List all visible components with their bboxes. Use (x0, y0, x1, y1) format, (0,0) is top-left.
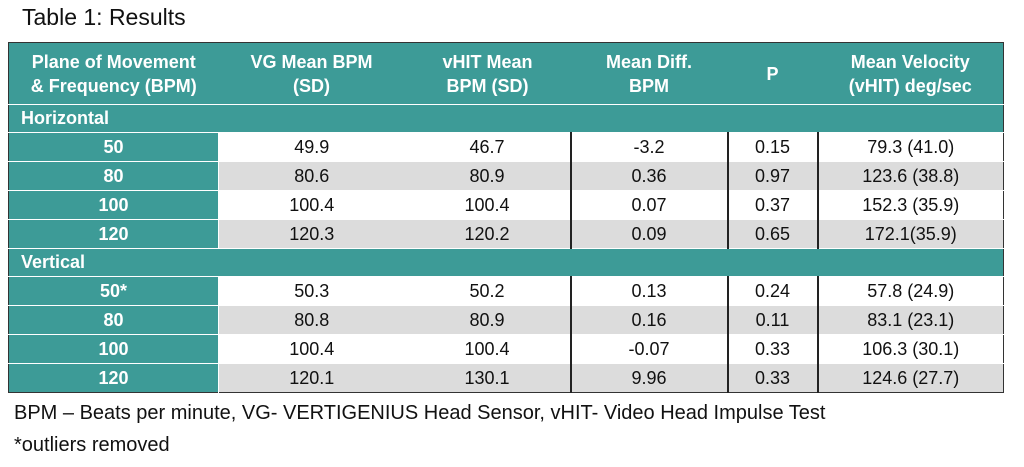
row-label: 100 (8, 334, 219, 364)
header-cell: P (727, 42, 818, 105)
data-row: 120 120.1 130.1 9.96 0.33 124.6 (27.7) (8, 363, 1004, 393)
cell: 9.96 (569, 363, 728, 393)
row-label: 120 (8, 363, 219, 393)
header-cell: vHIT Mean BPM (SD) (404, 42, 571, 105)
cell: 0.33 (726, 334, 818, 364)
data-row: 80 80.8 80.9 0.16 0.11 83.1 (23.1) (8, 305, 1004, 335)
cell: 0.65 (726, 219, 818, 249)
table-title: Table 1: Results (22, 4, 186, 30)
table-body: Horizontal 50 49.9 46.7 -3.2 0.15 79.3 (41.0) 8… (8, 104, 1004, 393)
data-row: 120 120.3 120.2 0.09 0.65 172.1(35.9) (8, 219, 1004, 249)
section-row: Vertical (8, 248, 1004, 277)
cell: 0.36 (569, 161, 728, 191)
cell: 0.24 (726, 276, 818, 306)
cell: 50.2 (404, 276, 571, 306)
cell: 0.09 (569, 219, 728, 249)
cell: 46.7 (404, 132, 571, 162)
cell: 0.15 (726, 132, 818, 162)
section-label: Vertical (8, 248, 1004, 277)
cell: 0.11 (726, 305, 818, 335)
cell: -3.2 (569, 132, 728, 162)
results-table: Plane of Movement & Frequency (BPM) VG Me… (8, 42, 1004, 393)
cell: 0.07 (569, 190, 728, 220)
data-row: 50 49.9 46.7 -3.2 0.15 79.3 (41.0) (8, 132, 1004, 162)
data-row: 80 80.6 80.9 0.36 0.97 123.6 (38.8) (8, 161, 1004, 191)
row-label: 50* (8, 276, 219, 306)
cell: 0.13 (569, 276, 728, 306)
cell: 120.2 (404, 219, 571, 249)
cell: 50.3 (218, 276, 405, 306)
footnote: *outliers removed (14, 434, 170, 456)
cell: 124.6 (27.7) (816, 363, 1004, 393)
cell: 79.3 (41.0) (816, 132, 1004, 162)
row-label: 80 (8, 305, 219, 335)
cell: 80.9 (404, 161, 571, 191)
cell: 123.6 (38.8) (816, 161, 1004, 191)
cell: 100.4 (404, 190, 571, 220)
row-label: 80 (8, 161, 219, 191)
header-cell: Plane of Movement & Frequency (BPM) (8, 42, 219, 105)
footnote: BPM – Beats per minute, VG- VERTIGENIUS … (14, 402, 826, 424)
cell: 0.97 (726, 161, 818, 191)
cell: 83.1 (23.1) (816, 305, 1004, 335)
cell: 100.4 (404, 334, 571, 364)
cell: 80.9 (404, 305, 571, 335)
cell: 80.6 (218, 161, 405, 191)
data-row: 100 100.4 100.4 -0.07 0.33 106.3 (30.1) (8, 334, 1004, 364)
header-row: Plane of Movement & Frequency (BPM) VG Me… (8, 42, 1004, 105)
cell: 57.8 (24.9) (816, 276, 1004, 306)
header-cell: Mean Velocity (vHIT) deg/sec (817, 42, 1004, 105)
cell: 130.1 (404, 363, 571, 393)
cell: 80.8 (218, 305, 405, 335)
cell: 100.4 (218, 190, 405, 220)
cell: 0.37 (726, 190, 818, 220)
header-cell: Mean Diff. BPM (570, 42, 728, 105)
row-label: 50 (8, 132, 219, 162)
cell: 106.3 (30.1) (816, 334, 1004, 364)
data-row: 50* 50.3 50.2 0.13 0.24 57.8 (24.9) (8, 276, 1004, 306)
row-label: 100 (8, 190, 219, 220)
cell: 0.16 (569, 305, 728, 335)
cell: 172.1(35.9) (816, 219, 1004, 249)
data-row: 100 100.4 100.4 0.07 0.37 152.3 (35.9) (8, 190, 1004, 220)
section-label: Horizontal (8, 104, 1004, 133)
cell: -0.07 (569, 334, 728, 364)
header-cell: VG Mean BPM (SD) (218, 42, 405, 105)
cell: 100.4 (218, 334, 405, 364)
cell: 120.3 (218, 219, 405, 249)
section-row: Horizontal (8, 104, 1004, 133)
cell: 0.33 (726, 363, 818, 393)
cell: 120.1 (218, 363, 405, 393)
row-label: 120 (8, 219, 219, 249)
cell: 49.9 (218, 132, 405, 162)
cell: 152.3 (35.9) (816, 190, 1004, 220)
